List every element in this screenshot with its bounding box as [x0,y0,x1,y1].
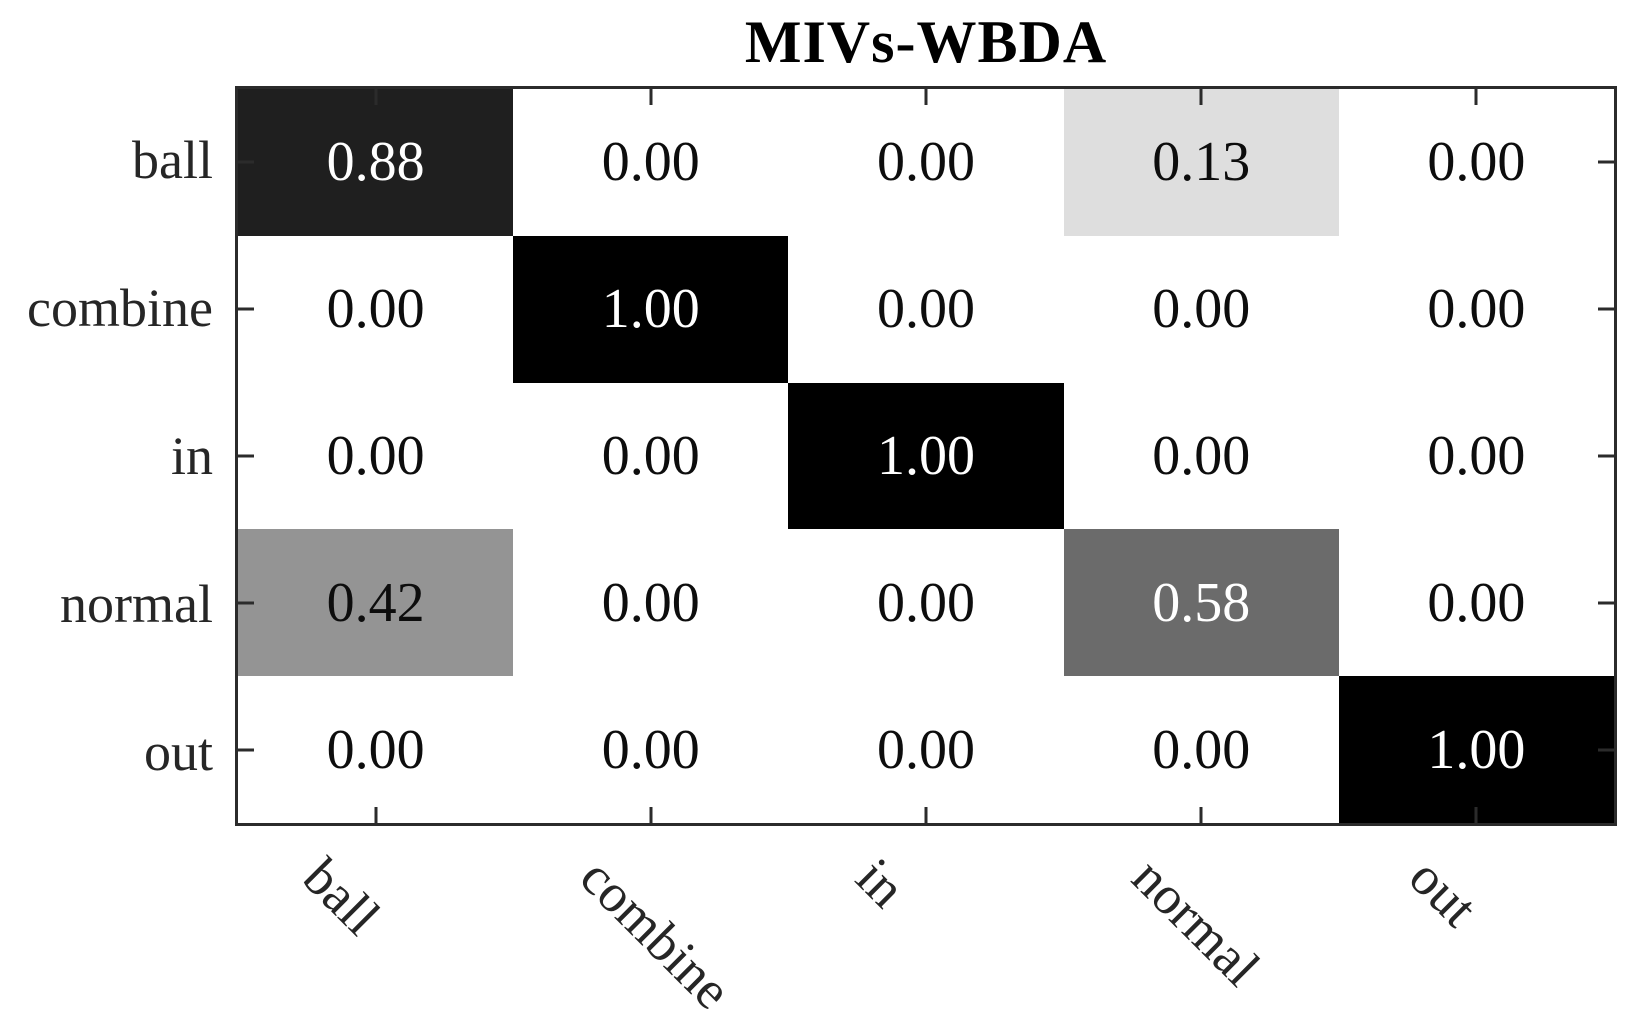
cell-value: 0.00 [326,278,425,341]
matrix-cell: 0.00 [1338,235,1614,383]
cell-value: 0.00 [1152,424,1251,487]
matrix-cell: 0.00 [1063,235,1339,383]
cell-value: 0.00 [1427,424,1526,487]
y-tick-label: out [143,722,213,782]
cell-value: 0.00 [601,424,700,487]
matrix-cell: 0.00 [238,676,514,823]
cell-value: 0.00 [326,718,425,781]
cell-value: 0.00 [601,571,700,634]
matrix-cell: 0.00 [1338,382,1614,530]
cell-value: 0.88 [326,131,425,194]
matrix-cell: 0.00 [513,676,789,823]
y-tick-label: ball [132,130,213,190]
matrix-cell: 0.88 [238,89,514,236]
matrix-cell: 0.00 [1063,676,1339,823]
matrix-cell: 0.13 [1063,89,1339,236]
cell-value: 0.00 [876,718,975,781]
x-tick-label-text: in [844,846,918,919]
matrix-cell: 0.00 [238,235,514,383]
cell-value: 0.00 [1152,718,1251,781]
cell-value: 0.00 [326,424,425,487]
cell-value: 1.00 [601,278,700,341]
matrix-cell: 0.42 [238,529,514,677]
matrix-cell: 1.00 [513,235,789,383]
cell-value: 1.00 [1427,718,1526,781]
matrix-cell: 0.00 [513,89,789,236]
cell-value: 0.58 [1152,571,1251,634]
cell-value: 0.00 [1427,278,1526,341]
cell-value: 0.42 [326,571,425,634]
y-tick-label: in [170,426,213,486]
matrix-grid: 0.88 0.00 0.00 0.13 0.00 0.00 1.00 0.00 0.00 0.00… [238,89,1614,823]
y-tick-label: normal [60,574,213,634]
matrix-cell: 0.00 [788,235,1064,383]
matrix-cell: 1.00 [1338,676,1614,823]
matrix-cell: 0.58 [1063,529,1339,677]
cell-value: 0.00 [601,131,700,194]
plot-area: 0.88 0.00 0.00 0.13 0.00 0.00 1.00 0.00 0.00 0.00… [235,86,1617,826]
cell-value: 0.00 [1427,131,1526,194]
matrix-cell: 0.00 [1338,89,1614,236]
cell-value: 0.00 [1427,571,1526,634]
matrix-cell: 0.00 [513,382,789,530]
chart-title: MIVs-WBDA [744,9,1108,75]
matrix-cell: 0.00 [513,529,789,677]
matrix-cell: 0.00 [238,382,514,530]
x-tick-label-text: out [1397,846,1489,938]
cell-value: 0.00 [876,131,975,194]
x-tick-label-text: normal [1121,846,1272,998]
matrix-cell: 1.00 [788,382,1064,530]
cell-value: 0.00 [876,571,975,634]
x-tick-label-text: combine [568,846,743,1014]
matrix-cell: 0.00 [788,676,1064,823]
matrix-cell: 0.00 [788,529,1064,677]
matrix-cell: 0.00 [1063,382,1339,530]
matrix-cell: 0.00 [788,89,1064,236]
cell-value: 0.13 [1152,131,1251,194]
y-tick-label: combine [27,278,213,338]
cell-value: 0.00 [876,278,975,341]
cell-value: 0.00 [601,718,700,781]
x-tick-label-text: ball [292,846,392,947]
matrix-cell: 0.00 [1338,529,1614,677]
cell-value: 1.00 [876,424,975,487]
cell-value: 0.00 [1152,278,1251,341]
